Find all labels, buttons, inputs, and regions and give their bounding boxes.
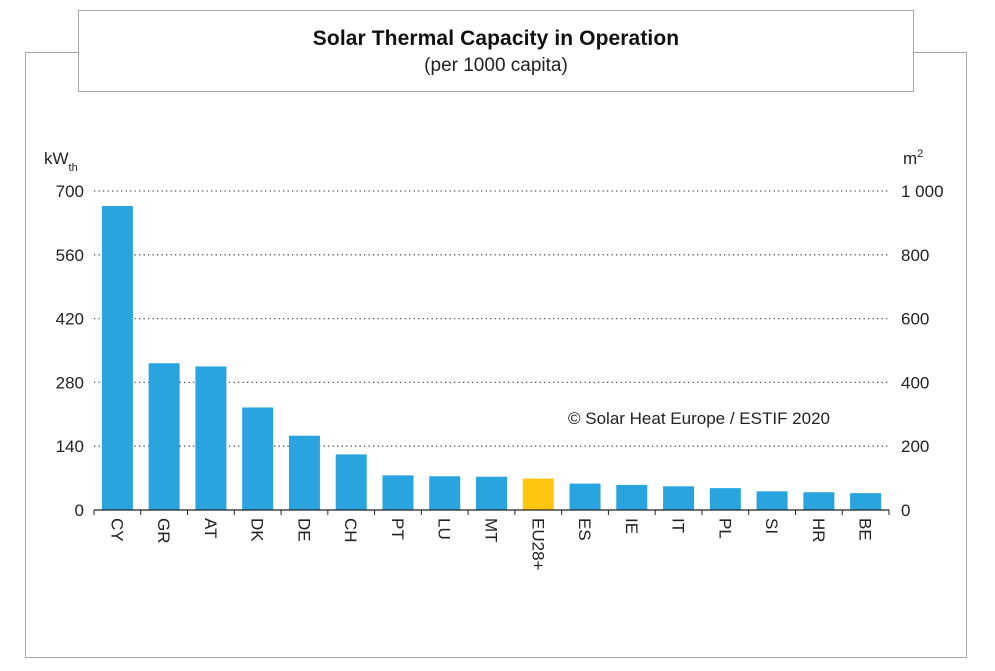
- right-tick-label: 1 000: [901, 182, 944, 201]
- bar-GR: [148, 363, 180, 510]
- tick-marks: [93, 510, 890, 515]
- category-label-MT: MT: [482, 518, 501, 543]
- category-label-DK: DK: [248, 518, 267, 542]
- left-axis-unit-label: kWth: [44, 149, 78, 174]
- left-tick-label: 140: [56, 437, 84, 456]
- category-label-IE: IE: [622, 518, 641, 534]
- category-label-CY: CY: [107, 518, 126, 542]
- bar-IT: [663, 486, 695, 510]
- left-unit-subscript: th: [69, 162, 78, 174]
- right-unit-base: m: [903, 149, 917, 168]
- category-label-AT: AT: [201, 518, 220, 538]
- bar-DE: [288, 435, 320, 510]
- gridlines: [94, 190, 889, 447]
- bar-SI: [756, 491, 788, 510]
- bar-EU28+: [522, 478, 554, 510]
- right-tick-label: 800: [901, 246, 929, 265]
- left-unit-base: kW: [44, 149, 69, 168]
- right-tick-label: 400: [901, 373, 929, 392]
- category-label-BE: BE: [856, 518, 875, 541]
- bar-CH: [335, 454, 367, 510]
- right-tick-label: 600: [901, 310, 929, 329]
- left-tick-label: 560: [56, 246, 84, 265]
- category-label-ES: ES: [575, 518, 594, 541]
- title-box: Solar Thermal Capacity in Operation (per…: [78, 10, 914, 92]
- category-label-LU: LU: [435, 518, 454, 540]
- category-label-PL: PL: [715, 518, 734, 539]
- bar-AT: [195, 366, 227, 510]
- bar-LU: [429, 476, 461, 510]
- left-tick-label: 700: [56, 182, 84, 201]
- left-tick-label: 420: [56, 310, 84, 329]
- category-label-DE: DE: [294, 518, 313, 542]
- bar-IE: [616, 484, 648, 510]
- bar-ES: [569, 483, 601, 510]
- bar-BE: [850, 493, 882, 510]
- category-label-IT: IT: [669, 518, 688, 533]
- bar-DK: [242, 407, 274, 510]
- left-tick-label: 280: [56, 373, 84, 392]
- right-tick-label: 200: [901, 437, 929, 456]
- category-label-EU28+: EU28+: [528, 518, 547, 571]
- left-y-tick-labels: 0 140 280 420 560 700: [56, 182, 84, 520]
- category-label-GR: GR: [154, 518, 173, 544]
- bar-MT: [476, 476, 507, 510]
- right-unit-superscript: 2: [917, 148, 923, 160]
- category-labels: CY GR AT DK DE CH PT LU MT EU28+ ES IE IT PL SI HR BE: [107, 518, 874, 571]
- bar-HR: [803, 492, 835, 510]
- bar-CY: [101, 206, 133, 510]
- right-tick-label: 0: [901, 501, 910, 520]
- category-label-SI: SI: [762, 518, 781, 534]
- right-y-tick-labels: 0 200 400 600 800 1 000: [901, 182, 944, 520]
- bar-PT: [382, 475, 414, 510]
- category-label-HR: HR: [809, 518, 828, 543]
- chart-frame: [25, 52, 967, 658]
- bar-PL: [709, 488, 741, 510]
- copyright-annotation: © Solar Heat Europe / ESTIF 2020: [568, 409, 830, 428]
- chart-title: Solar Thermal Capacity in Operation: [312, 27, 680, 50]
- right-axis-unit-label: m2: [903, 148, 923, 168]
- category-label-PT: PT: [388, 518, 407, 540]
- left-tick-label: 0: [75, 501, 84, 520]
- chart-subtitle: (per 1000 capita): [424, 55, 568, 76]
- category-label-CH: CH: [341, 518, 360, 543]
- bars: [101, 206, 882, 510]
